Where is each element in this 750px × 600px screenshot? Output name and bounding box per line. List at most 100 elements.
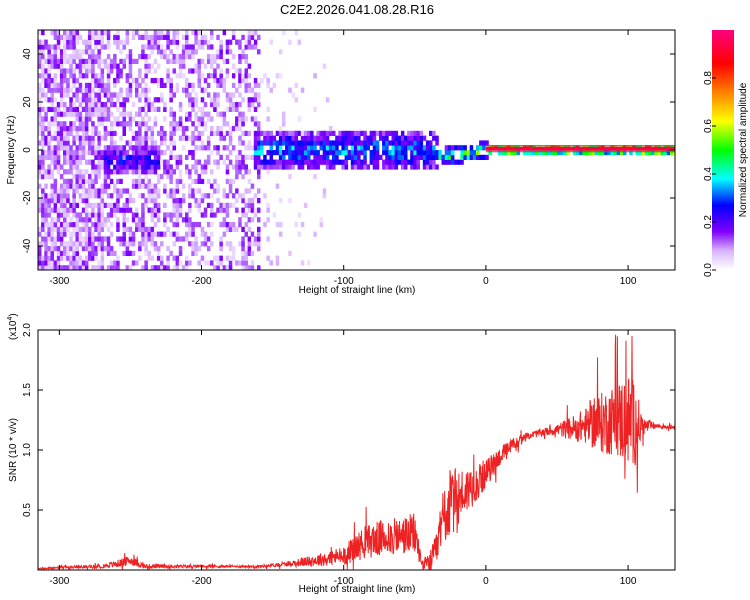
heat-cell: [122, 102, 126, 108]
heat-cell: [116, 39, 120, 45]
heat-cell: [297, 150, 302, 156]
heat-cell: [41, 169, 45, 175]
snr-x-tick-label: 100: [620, 576, 637, 587]
heat-cell: [228, 135, 233, 141]
heat-cell: [69, 39, 73, 45]
heat-cell: [75, 97, 79, 103]
heat-cell: [200, 212, 205, 218]
heat-cell: [325, 154, 330, 160]
heat-cell: [109, 222, 114, 228]
heat-cell: [144, 30, 148, 36]
heat-cell: [369, 159, 374, 165]
heat-cell: [72, 111, 76, 117]
heat-cell: [97, 217, 101, 223]
heat-cell: [50, 30, 54, 36]
heat-cell: [282, 130, 286, 136]
heat-cell: [78, 236, 83, 242]
heat-cell: [241, 97, 245, 103]
heat-cell: [116, 121, 120, 127]
heat-cell: [122, 164, 126, 170]
heat-cell: [156, 265, 161, 270]
heat-cell: [257, 126, 261, 132]
heat-cell: [194, 39, 198, 45]
heat-cell: [153, 207, 158, 213]
heat-cell: [119, 188, 123, 194]
heat-cell: [116, 30, 120, 36]
heat-cell: [263, 135, 267, 141]
heat-cell: [153, 78, 158, 84]
heat-cell: [253, 116, 258, 122]
heat-cell: [407, 159, 411, 165]
heat-cell: [144, 140, 148, 146]
heat-cell: [244, 87, 248, 93]
heat-cell: [44, 255, 48, 261]
heat-cell: [69, 231, 73, 237]
heat-cell: [266, 140, 270, 146]
heat-cell: [75, 106, 79, 112]
heat-cell: [69, 154, 73, 160]
heat-cell: [325, 150, 330, 156]
heat-cell: [144, 236, 148, 242]
heat-cell: [106, 92, 111, 98]
heat-cell: [100, 116, 105, 122]
heat-cell: [103, 44, 108, 50]
heat-cell: [210, 30, 214, 36]
heat-cell: [66, 68, 70, 74]
heat-cell: [247, 217, 252, 223]
heat-cell: [147, 188, 151, 194]
heat-cell: [113, 188, 117, 194]
heat-cell: [541, 150, 546, 156]
heat-cell: [50, 250, 54, 256]
heat-cell: [185, 87, 189, 93]
heat-cell: [59, 202, 64, 208]
heat-cell: [66, 82, 70, 88]
heat-cell: [138, 73, 142, 79]
heat-cell: [125, 188, 130, 194]
spectrogram-y-tick-label: -20: [22, 190, 33, 205]
heat-cell: [307, 130, 311, 136]
heat-cell: [138, 54, 142, 60]
heat-cell: [81, 135, 86, 141]
heat-cell: [116, 78, 120, 84]
heat-cell: [53, 44, 58, 50]
heat-cell: [144, 150, 148, 156]
heat-cell: [213, 159, 217, 165]
heat-cell: [454, 159, 458, 165]
heat-cell: [257, 226, 261, 232]
heat-cell: [247, 246, 252, 252]
heat-cell: [228, 97, 233, 103]
heat-cell: [138, 217, 142, 223]
heat-cell: [128, 193, 133, 199]
heat-cell: [350, 164, 355, 170]
heat-cell: [147, 250, 151, 256]
heat-cell: [172, 198, 176, 204]
heat-cell: [84, 217, 89, 223]
heat-cell: [291, 150, 295, 156]
heat-cell: [235, 116, 239, 122]
heat-cell: [100, 159, 105, 165]
heat-cell: [447, 145, 452, 151]
heat-cell: [247, 236, 252, 242]
heat-cell: [191, 250, 195, 256]
heat-cell: [206, 82, 211, 88]
heat-cell: [178, 154, 183, 160]
heat-cell: [41, 92, 45, 98]
heat-cell: [38, 58, 42, 64]
heat-cell: [228, 39, 233, 45]
heat-cell: [216, 183, 220, 189]
heat-cell: [141, 92, 145, 98]
heat-cell: [78, 140, 83, 146]
heat-cell: [194, 164, 198, 170]
heat-cell: [475, 145, 480, 151]
heat-cell: [156, 130, 161, 136]
heat-cell: [247, 207, 252, 213]
heat-cell: [97, 159, 101, 165]
heat-cell: [235, 188, 239, 194]
heat-cell: [97, 226, 101, 232]
heat-cell: [322, 193, 327, 199]
heat-cell: [106, 265, 111, 270]
heat-cell: [113, 150, 117, 156]
heat-cell: [113, 140, 117, 146]
heat-cell: [75, 178, 79, 184]
heat-cell: [175, 39, 180, 45]
